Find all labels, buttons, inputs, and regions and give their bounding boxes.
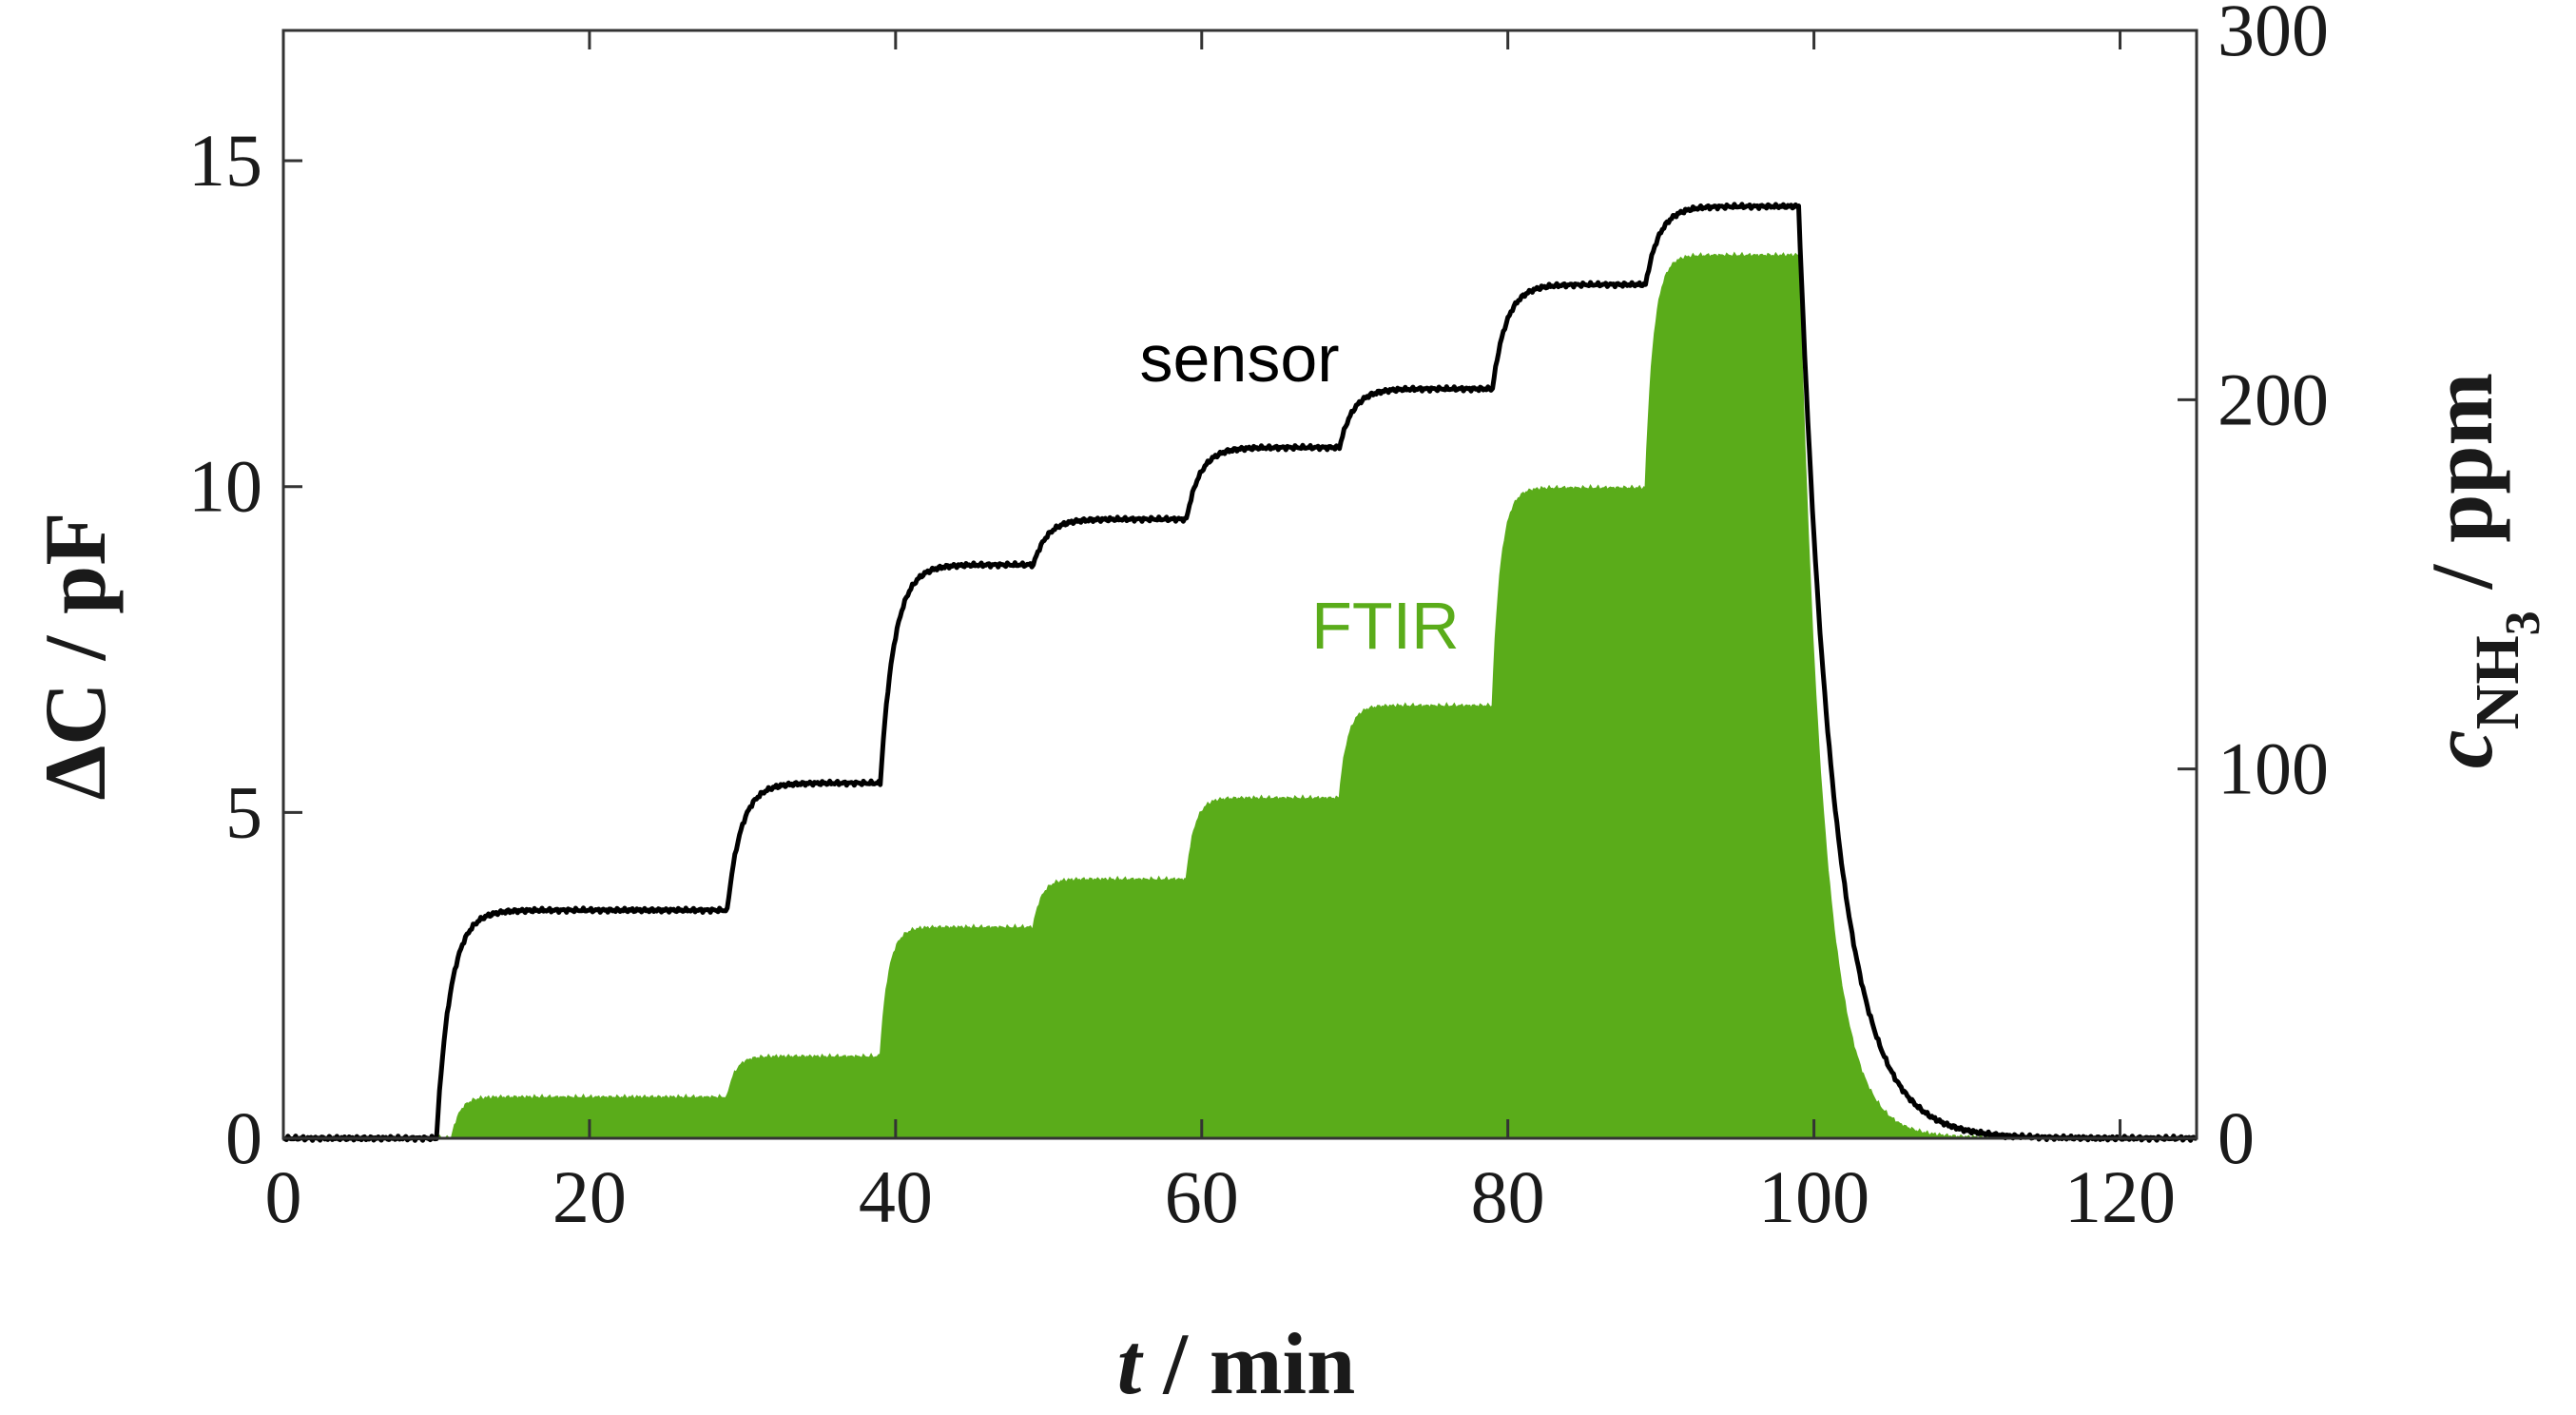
y-right-tick-label: 0	[2218, 1096, 2255, 1179]
y-left-axis-var: ΔC	[27, 682, 124, 800]
x-axis-title: t / min	[1117, 1315, 1356, 1412]
x-tick-label: 100	[1758, 1155, 1869, 1238]
y-right-tick-label: 300	[2218, 0, 2329, 71]
y-right-tick-label: 200	[2218, 358, 2329, 440]
y-left-tick-label: 15	[188, 119, 262, 202]
ftir-label: FTIR	[1311, 589, 1460, 663]
y-right-tick-label: 100	[2218, 727, 2329, 810]
y-left-axis-title: ΔC / pF	[27, 512, 124, 800]
x-axis-unit: / min	[1141, 1315, 1355, 1412]
y-right-axis-sub: NH	[2463, 635, 2532, 729]
x-tick-label: 120	[2064, 1155, 2176, 1238]
x-tick-label: 40	[859, 1155, 933, 1238]
y-left-tick-label: 0	[225, 1096, 262, 1179]
x-tick-label: 60	[1165, 1155, 1239, 1238]
x-tick-label: 0	[265, 1155, 302, 1238]
sensor-label: sensor	[1140, 321, 1340, 396]
x-axis-var: t	[1117, 1315, 1144, 1412]
y-left-tick-label: 10	[188, 445, 262, 528]
y-right-axis-var: c	[2413, 729, 2510, 768]
x-tick-label: 20	[552, 1155, 627, 1238]
ftir-area	[283, 251, 2198, 1140]
plot-area	[282, 202, 2198, 1143]
y-right-axis-title: cNH3 / ppm	[2413, 373, 2550, 768]
axes	[281, 29, 2198, 1140]
y-left-tick-label: 5	[225, 770, 262, 853]
y-left-axis-unit: / pF	[27, 512, 124, 682]
x-tick-label: 80	[1471, 1155, 1545, 1238]
y-right-axis-unit: / ppm	[2413, 373, 2510, 611]
y-right-axis-subsub: 3	[2496, 611, 2550, 635]
sensor-line	[282, 202, 2198, 1143]
tick-labels: 0 20 40 60 80 100 120 0 5 10 15 0 100 200 300	[188, 0, 2329, 1238]
plot-frame	[281, 29, 2198, 1140]
